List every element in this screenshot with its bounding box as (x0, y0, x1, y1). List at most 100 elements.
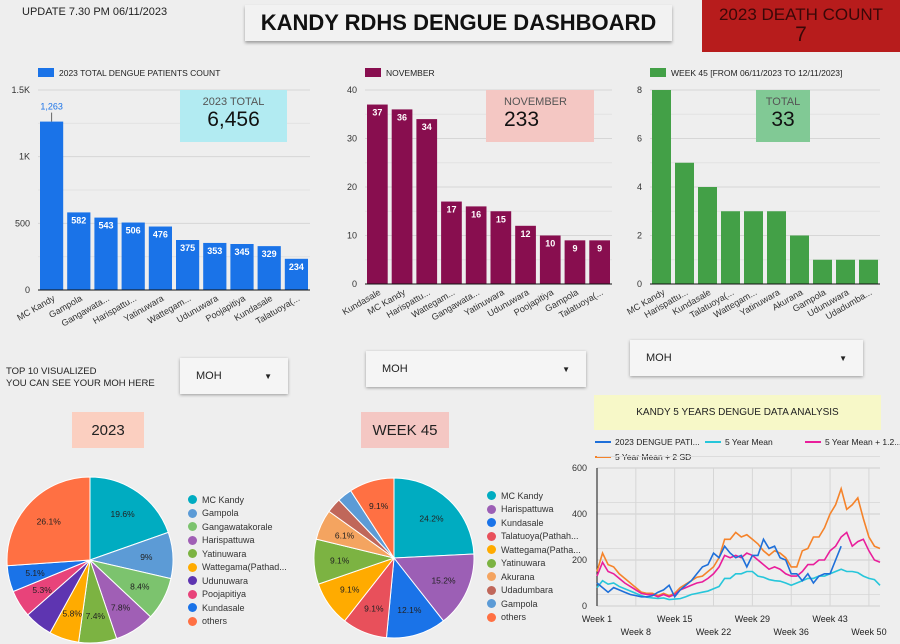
moh-dropdown-3[interactable]: MOH ▼ (630, 340, 863, 376)
top10-note: TOP 10 VISUALIZED YOU CAN SEE YOUR MOH H… (6, 366, 155, 390)
slice-label: 24.2% (419, 514, 444, 524)
kpi-label: 2023 TOTAL (202, 96, 265, 108)
legend-item: Kundasale (188, 601, 287, 615)
y-tick-label: 500 (15, 218, 30, 228)
legend-item: others (188, 615, 287, 629)
legend-label: Poojapitiya (202, 589, 247, 600)
legend-item: Harispattuwa (188, 534, 287, 548)
legend-item: Yatinuwara (487, 557, 581, 571)
data-label: 37 (372, 108, 382, 118)
y-tick-label: 600 (572, 463, 587, 473)
bar (230, 244, 254, 290)
legend-label: WEEK 45 [FROM 06/11/2023 TO 12/11/2023] (671, 68, 842, 78)
legend-dot-icon (487, 545, 496, 555)
series-line (596, 485, 881, 597)
legend-dot-icon (188, 562, 197, 572)
bar (515, 225, 536, 284)
bar (257, 246, 281, 290)
y-tick-label: 1K (19, 152, 30, 162)
y-tick-label: 0 (637, 279, 642, 289)
data-label: 34 (422, 122, 432, 132)
legend-label: Gangawatakorale (202, 521, 273, 532)
legend-item: Wattegama(Patha... (487, 543, 581, 557)
data-label: 9 (597, 243, 602, 253)
legend-item: Gangawatakorale (188, 520, 287, 534)
y-tick-label: 20 (347, 182, 357, 192)
legend-dot-icon (487, 585, 496, 595)
legend-item: MC Kandy (487, 489, 581, 503)
legend-dot-icon (188, 616, 197, 626)
legend-label: MC Kandy (202, 494, 245, 505)
dashboard-title: KANDY RDHS DENGUE DASHBOARD (245, 5, 672, 41)
bar (490, 211, 512, 284)
legend-dot-icon (487, 599, 496, 609)
slice-label: 15.2% (431, 576, 456, 586)
bar (441, 201, 462, 284)
kpi-week45: TOTAL 33 (756, 90, 810, 142)
legend-dot-icon (188, 589, 197, 599)
dropdown-value: MOH (196, 370, 222, 382)
x-tick-label: Week 36 (774, 627, 809, 637)
legend-item: Gampola (487, 597, 581, 611)
slice-label: 5.1% (25, 568, 45, 578)
legend-label: 5 Year Mean + 1.2... (825, 437, 900, 447)
pie-slice (393, 553, 475, 622)
legend-item: Udadumbara (487, 584, 581, 598)
legend-label: Yatinuwara (501, 558, 546, 569)
legend-label: 5 Year Mean (725, 437, 773, 447)
bar (564, 240, 586, 284)
bar (790, 235, 809, 284)
legend-swatch (650, 68, 666, 77)
top10-line2: YOU CAN SEE YOUR MOH HERE (6, 378, 155, 389)
slice-label: 26.1% (37, 516, 62, 526)
series-line (596, 531, 881, 598)
bar (203, 242, 227, 290)
y-tick-label: 30 (347, 134, 357, 144)
bar (284, 258, 308, 290)
legend-label: Gampola (501, 598, 538, 609)
kpi-value: 233 (504, 108, 540, 131)
bar (67, 212, 91, 290)
data-label: 506 (126, 226, 141, 236)
slice-label: 8.4% (130, 582, 150, 592)
y-tick-label: 400 (572, 509, 587, 519)
legend-label: Kundasale (202, 602, 245, 613)
bar (836, 259, 855, 284)
slice-label: 12.1% (397, 605, 422, 615)
bar (675, 162, 694, 284)
pie-week45-legend: MC Kandy Harispattuwa Kundasale Talatuoya(P… (487, 489, 581, 624)
legend-label: NOVEMBER (386, 68, 435, 78)
legend-label: Wattegama(Patha... (501, 544, 581, 555)
slice-label: 7.8% (111, 602, 131, 612)
legend-label: MC Kandy (501, 490, 544, 501)
legend-label: Akurana (501, 571, 535, 582)
x-tick-label: Week 8 (621, 627, 651, 637)
bar (767, 211, 786, 284)
bar (652, 90, 671, 284)
y-tick-label: 10 (347, 231, 357, 241)
bar (589, 240, 610, 284)
y-tick-label: 0 (582, 601, 587, 611)
legend-dot-icon (487, 504, 496, 514)
slice-label: 9% (140, 552, 153, 562)
chevron-down-icon: ▼ (264, 371, 272, 381)
legend-label: 2023 DENGUE PATI... (615, 437, 700, 447)
moh-dropdown-2[interactable]: MOH ▼ (366, 351, 586, 387)
legend-dot-icon (487, 531, 496, 541)
slice-label: 5.8% (63, 609, 83, 619)
bar (539, 235, 561, 284)
legend-dot-icon (188, 508, 197, 518)
bar (698, 187, 717, 284)
x-tick-label: Week 22 (696, 627, 731, 637)
moh-dropdown-1[interactable]: MOH ▼ (180, 358, 288, 394)
slice-label: 9.1% (330, 556, 350, 566)
legend-item: Gampola (188, 507, 287, 521)
bar (367, 104, 388, 284)
slice-label: 9.1% (369, 501, 389, 511)
bar (416, 119, 438, 284)
data-label: 16 (471, 209, 481, 219)
y-tick-label: 200 (572, 555, 587, 565)
legend-item: Kundasale (487, 516, 581, 530)
data-label: 17 (446, 205, 456, 215)
series-line (596, 568, 881, 601)
